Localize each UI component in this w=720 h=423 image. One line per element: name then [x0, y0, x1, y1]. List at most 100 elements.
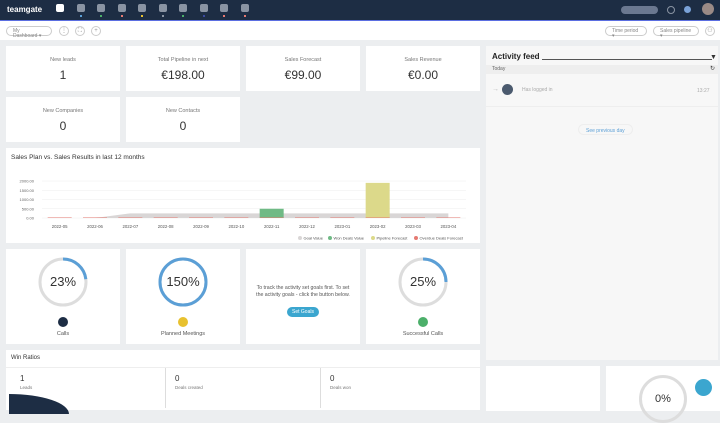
bar-pipeline-forecast — [365, 182, 390, 218]
overdue-bar — [295, 217, 319, 218]
time-period-select[interactable]: Time period ▾ — [605, 26, 647, 39]
leads-icon[interactable] — [117, 4, 126, 12]
set-goals-button[interactable]: Set Goals — [287, 307, 319, 317]
overdue-bar — [153, 217, 178, 218]
legend-label: Overdue Deals Forecast — [420, 236, 464, 241]
x-tick-label: 2022-09 — [193, 224, 209, 229]
nav-indicator — [182, 15, 184, 17]
x-tick-label: 2022-08 — [158, 224, 174, 229]
legend-marker — [328, 236, 332, 240]
leads-funnel-shape — [9, 394, 69, 414]
x-tick-label: 2022-06 — [87, 224, 103, 229]
user-avatar[interactable] — [702, 3, 714, 15]
y-tick-label: 500.00 — [22, 206, 35, 211]
documents-icon[interactable] — [199, 4, 208, 12]
legend-label: Goal Value — [304, 236, 324, 241]
fullscreen-icon[interactable]: ⛶ — [75, 26, 85, 36]
bar-won-deals-value — [259, 208, 284, 218]
overdue-bar — [189, 217, 213, 218]
companies-icon[interactable] — [97, 4, 105, 12]
dashboard-select-label: My Dashboard — [13, 28, 38, 39]
feed-item-time: 13:27 — [697, 88, 710, 94]
overdue-bar — [401, 217, 425, 218]
win-value: 0 — [330, 374, 335, 383]
user-filter-icon[interactable]: ⚇ — [705, 26, 715, 36]
overdue-bar — [224, 217, 249, 218]
y-tick-label: 1500.00 — [20, 188, 35, 193]
gauge-percent: 23% — [49, 274, 77, 289]
kpi-card: Total Pipeline in next €198.00 — [126, 46, 240, 91]
deals-icon[interactable] — [138, 4, 146, 12]
logo[interactable]: teamgate — [7, 5, 43, 14]
kpi-title: Total Pipeline in next — [157, 57, 209, 63]
dashboard-icon[interactable] — [56, 4, 64, 12]
top-nav: teamgate — [0, 0, 720, 20]
notifications-icon[interactable] — [684, 6, 691, 13]
x-tick-label: 2022-12 — [299, 224, 315, 229]
overdue-bar — [436, 217, 461, 218]
x-tick-label: 2022-07 — [122, 224, 138, 229]
win-value: 1 — [20, 374, 25, 383]
gauge-ring — [38, 257, 88, 307]
legend-marker — [414, 236, 418, 240]
gauge-label: Calls — [56, 331, 70, 337]
y-tick-label: 0.00 — [26, 216, 35, 221]
goal-area — [42, 213, 449, 218]
overdue-bar — [118, 217, 143, 218]
refresh-icon[interactable]: ↻ — [710, 66, 716, 72]
user-avatar — [502, 84, 513, 95]
kpi-card: New Contacts 0 — [126, 97, 240, 142]
goals-text: To track the activity set goals first. T… — [256, 285, 350, 298]
reports-icon[interactable] — [220, 4, 228, 12]
see-previous-day-button[interactable]: See previous day — [578, 124, 633, 135]
x-tick-label: 2022-05 — [52, 224, 68, 229]
overdue-bar — [330, 217, 355, 218]
calendar-icon[interactable] — [158, 4, 167, 12]
kpi-card: New Companies 0 — [6, 97, 120, 142]
win-label: Leads — [20, 385, 33, 390]
x-tick-label: 2023-03 — [405, 224, 421, 229]
toolbar: My Dashboard ▾ ⋮ ⛶ + Time period ▾ Sales… — [0, 20, 720, 40]
overdue-bar — [259, 217, 284, 218]
chart-title: Sales Plan vs. Sales Results in last 12 … — [11, 154, 145, 161]
gauge-percent: 150% — [166, 274, 200, 289]
gauge-card: 25% Successful Calls — [366, 249, 480, 344]
gauge-card: 23% Calls — [6, 249, 120, 344]
x-tick-label: 2022-11 — [264, 224, 280, 229]
legend-marker — [371, 236, 375, 240]
gauge-ring — [398, 257, 448, 307]
legend-label: Pipeline Forecast — [377, 236, 409, 241]
kpi-value: 0 — [59, 119, 67, 133]
chart-svg: 2000.00 1500.00 1000.00 500.00 0.00 2022-05 20… — [20, 179, 466, 241]
win-ratios-title: Win Ratios — [11, 355, 41, 361]
kpi-title: Sales Forecast — [284, 57, 322, 63]
time-period-label: Time period — [612, 28, 639, 34]
kpi-card: Sales Revenue €0.00 — [366, 46, 480, 91]
win-ratios-card: Win Ratios 1 Leads 0 Deals created 0 Deals wo… — [6, 350, 480, 414]
win-label: Deals created — [175, 385, 203, 390]
win-value: 0 — [175, 374, 180, 383]
overdue-bar — [47, 217, 72, 218]
dashboard-select[interactable]: My Dashboard ▾ — [6, 26, 52, 39]
pipeline-select[interactable]: Sales pipeline ▾ — [653, 26, 699, 39]
more-icon[interactable]: ⋮ — [59, 26, 69, 36]
chat-button[interactable] — [695, 379, 712, 396]
y-tick-label: 2000.00 — [20, 179, 35, 184]
goals-card: To track the activity set goals first. T… — [246, 249, 360, 344]
kpi-value: €198.00 — [161, 68, 205, 82]
filter-icon[interactable]: ▼ — [710, 54, 717, 61]
x-tick-label: 2022-10 — [228, 224, 244, 229]
nav-indicator — [120, 15, 123, 17]
nav-indicator — [79, 15, 82, 17]
add-widget-icon[interactable]: + — [91, 26, 101, 36]
nav-indicator — [100, 15, 102, 17]
gauge-percent: 25% — [409, 274, 437, 289]
help-icon[interactable] — [667, 6, 675, 14]
search-input[interactable] — [621, 6, 658, 14]
mail-icon[interactable] — [240, 4, 249, 12]
activity-icon — [418, 317, 428, 327]
nav-indicator — [141, 15, 143, 17]
products-icon[interactable] — [179, 4, 187, 12]
people-icon[interactable] — [76, 4, 85, 12]
kpi-value: 0 — [179, 119, 187, 133]
